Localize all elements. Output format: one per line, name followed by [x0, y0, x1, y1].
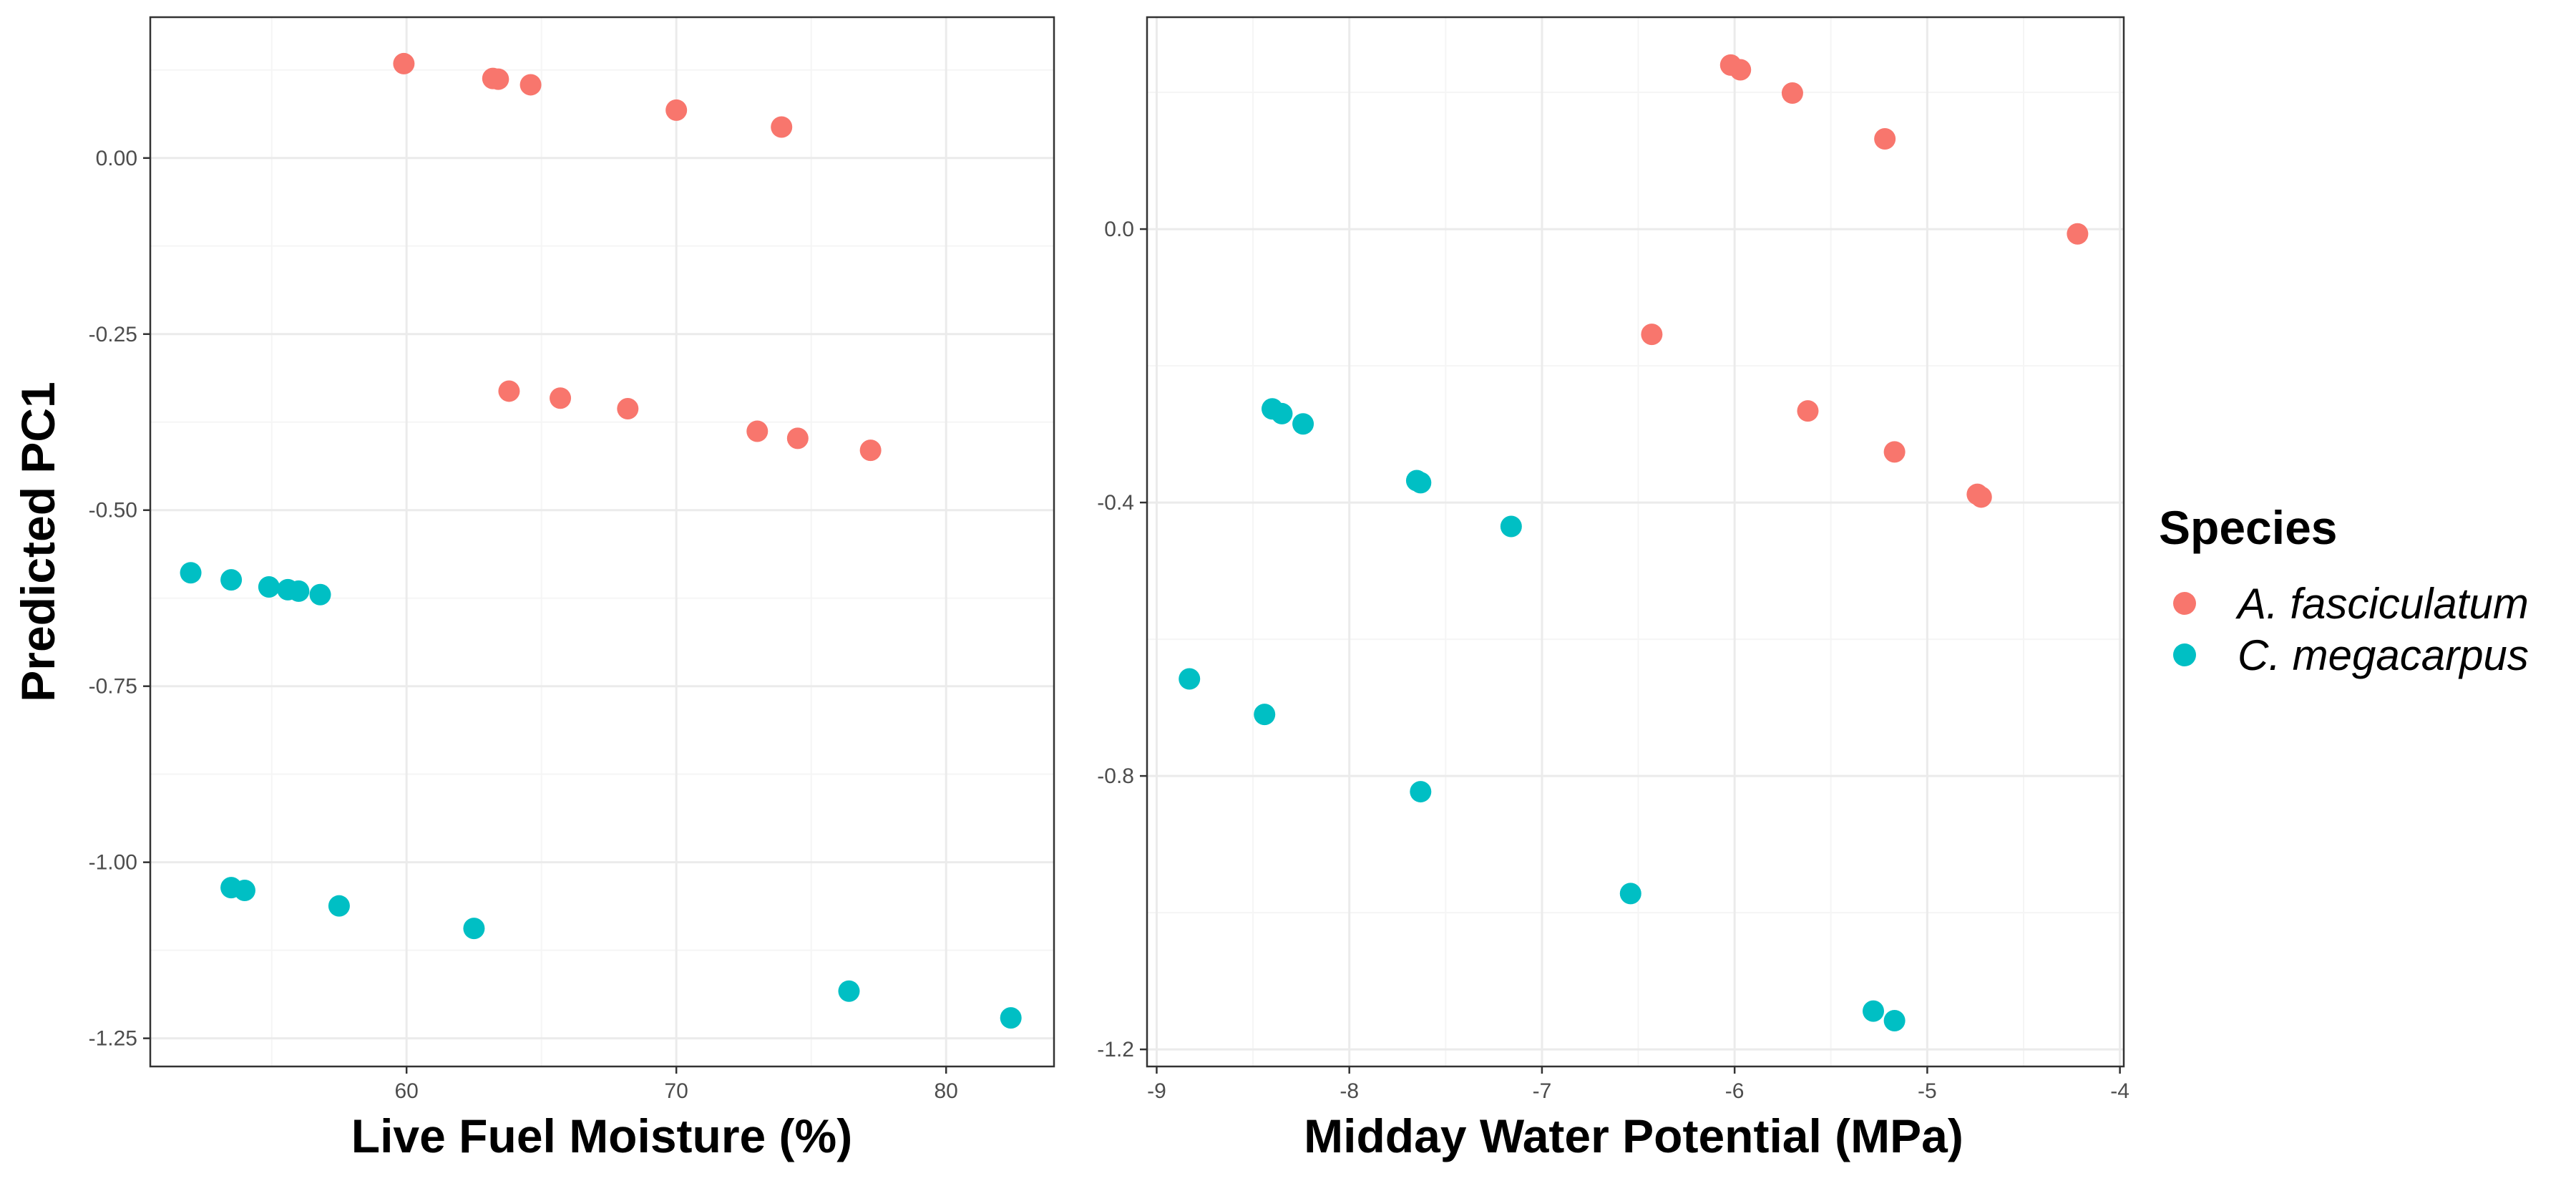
y-tick-label: 0.0 — [1104, 218, 1134, 241]
y-tick-label: -0.50 — [89, 499, 137, 523]
right-panel-background — [1147, 17, 2124, 1066]
x-tick-label: -4 — [2110, 1079, 2129, 1103]
right-x-axis-title: Midday Water Potential (MPa) — [1304, 1109, 1963, 1162]
point-c-megacarpus — [258, 575, 280, 598]
x-tick-label: -9 — [1147, 1079, 1166, 1103]
point-a-fasciculatum — [550, 387, 572, 409]
y-tick-label: -1.00 — [89, 851, 137, 875]
legend-title: Species — [2159, 501, 2338, 554]
point-a-fasciculatum — [487, 68, 509, 90]
legend-label-c-megacarpus: C. megacarpus — [2238, 631, 2529, 679]
point-a-fasciculatum — [1970, 486, 1992, 508]
x-tick-label: -8 — [1340, 1079, 1359, 1103]
point-c-megacarpus — [1619, 883, 1641, 905]
point-c-megacarpus — [1410, 781, 1432, 803]
point-c-megacarpus — [233, 880, 255, 902]
left-panel-background — [150, 17, 1054, 1066]
right-panel-points — [1179, 54, 2089, 1032]
point-c-megacarpus — [1863, 1000, 1884, 1022]
left-panel-grid — [150, 17, 1054, 1066]
legend-key-c-megacarpus — [2173, 643, 2196, 666]
point-c-megacarpus — [1292, 413, 1314, 435]
point-c-megacarpus — [1254, 704, 1276, 726]
x-tick-label: 80 — [935, 1079, 958, 1103]
point-a-fasciculatum — [665, 99, 688, 121]
point-c-megacarpus — [1500, 515, 1522, 538]
right-panel-border — [1146, 16, 2125, 1068]
point-a-fasciculatum — [1797, 400, 1819, 422]
point-a-fasciculatum — [771, 116, 793, 138]
y-tick-label: -0.75 — [89, 675, 137, 699]
right-panel-grid — [1147, 17, 2124, 1066]
point-a-fasciculatum — [2067, 223, 2089, 245]
left-panel-border — [149, 16, 1055, 1068]
point-a-fasciculatum — [1729, 59, 1752, 81]
point-c-megacarpus — [328, 895, 350, 917]
point-a-fasciculatum — [617, 398, 639, 420]
point-c-megacarpus — [1410, 472, 1432, 494]
left-x-axis-title: Live Fuel Moisture (%) — [351, 1109, 852, 1162]
y-axis-title: Predicted PC1 — [11, 381, 64, 702]
point-a-fasciculatum — [498, 380, 520, 402]
point-a-fasciculatum — [1883, 441, 1906, 463]
point-c-megacarpus — [220, 569, 243, 591]
right-panel: -9 -8 -7 -6 -5 -4 0.0 -0.4 -0.8 -1.2 Midday Wate… — [1097, 16, 2129, 1162]
x-tick-label: 60 — [394, 1079, 418, 1103]
point-a-fasciculatum — [1641, 324, 1663, 346]
right-panel-y-ticks: 0.0 -0.4 -0.8 -1.2 — [1097, 218, 1147, 1061]
point-a-fasciculatum — [1781, 82, 1803, 105]
legend: Species A. fasciculatum C. megacarpus — [2159, 501, 2529, 679]
y-tick-label: -0.4 — [1097, 491, 1134, 515]
y-tick-label: -1.2 — [1097, 1038, 1134, 1061]
legend-item-a-fasciculatum: A. fasciculatum — [2173, 580, 2529, 628]
point-a-fasciculatum — [519, 74, 542, 96]
point-c-megacarpus — [1271, 402, 1293, 424]
left-panel-points — [180, 52, 1022, 1029]
point-a-fasciculatum — [1874, 127, 1896, 150]
point-c-megacarpus — [1000, 1007, 1022, 1029]
point-c-megacarpus — [1883, 1010, 1906, 1032]
x-tick-label: -6 — [1725, 1079, 1745, 1103]
right-panel-x-ticks: -9 -8 -7 -6 -5 -4 — [1147, 1066, 2129, 1103]
x-tick-label: -7 — [1533, 1079, 1552, 1103]
x-tick-label: 70 — [664, 1079, 688, 1103]
x-tick-label: -5 — [1918, 1079, 1937, 1103]
point-a-fasciculatum — [859, 439, 882, 462]
point-a-fasciculatum — [393, 52, 415, 74]
point-a-fasciculatum — [746, 420, 769, 442]
y-tick-label: -0.25 — [89, 323, 137, 346]
left-panel: 60 70 80 0.00 -0.25 -0.50 -0.75 -1.00 -1.25 Liv… — [11, 16, 1055, 1162]
point-c-megacarpus — [309, 583, 331, 606]
legend-key-a-fasciculatum — [2173, 592, 2196, 615]
y-tick-label: 0.00 — [96, 147, 137, 170]
point-c-megacarpus — [463, 918, 485, 940]
point-a-fasciculatum — [786, 427, 809, 449]
left-panel-x-ticks: 60 70 80 — [394, 1066, 958, 1103]
y-tick-label: -0.8 — [1097, 764, 1134, 788]
legend-item-c-megacarpus: C. megacarpus — [2173, 631, 2529, 679]
legend-label-a-fasciculatum: A. fasciculatum — [2235, 580, 2529, 628]
point-c-megacarpus — [1179, 668, 1201, 690]
point-c-megacarpus — [180, 562, 202, 584]
point-c-megacarpus — [838, 980, 860, 1002]
y-tick-label: -1.25 — [89, 1027, 137, 1051]
point-c-megacarpus — [288, 580, 310, 602]
left-panel-y-ticks: 0.00 -0.25 -0.50 -0.75 -1.00 -1.25 — [89, 147, 150, 1051]
